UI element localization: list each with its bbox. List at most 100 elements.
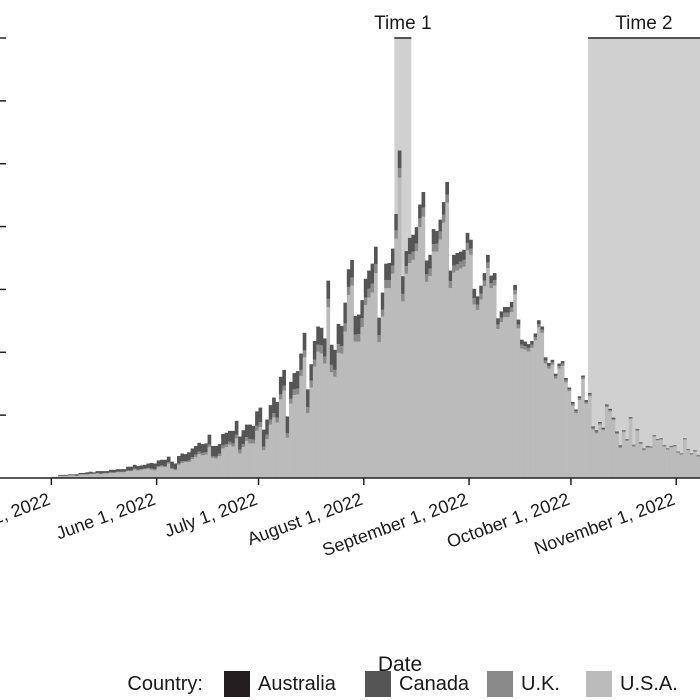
bar-segment-canada (676, 451, 680, 453)
bar-segment-canada (662, 445, 667, 446)
bar-segment-canada (333, 349, 337, 370)
bar-segment-canada (139, 465, 144, 470)
bar-segment-canada (177, 456, 181, 464)
bar-segment-uk (560, 363, 565, 367)
bar-segment-canada (438, 219, 443, 232)
bar-segment-uk (160, 465, 164, 467)
bar-segment-usa (302, 357, 307, 478)
bar-segment-canada (424, 260, 429, 275)
bar-segment-usa (299, 376, 303, 478)
bar-segment-uk (581, 377, 585, 380)
bar-segment-canada (686, 449, 691, 450)
bar-segment-uk (350, 277, 354, 286)
bar-segment-usa (105, 473, 110, 478)
bar-segment-canada (397, 150, 402, 169)
bar-segment-canada (306, 389, 310, 407)
bar-segment-usa (506, 317, 511, 478)
bar-segment-usa (326, 307, 331, 478)
bar-segment-usa (200, 455, 205, 478)
bar-segment-uk (343, 323, 348, 332)
bar-segment-usa (482, 286, 487, 478)
bar-segment-canada (543, 357, 548, 361)
bar-segment-usa (618, 447, 623, 478)
bar-segment-usa (85, 474, 90, 478)
bar-segment-canada (445, 181, 449, 195)
bar-segment-uk (462, 259, 466, 267)
bar-segment-usa (390, 273, 395, 478)
bar-segment-usa (632, 446, 636, 478)
bar-segment-canada (390, 248, 395, 266)
bar-segment-canada (312, 340, 317, 360)
bar-segment-usa (373, 273, 378, 478)
bar-segment-usa (251, 443, 256, 478)
bar-segment-canada (625, 439, 629, 440)
bar-segment-usa (628, 418, 633, 478)
bar-segment-canada (136, 466, 140, 470)
bar-segment-uk (564, 379, 568, 383)
legend-swatch-usa (586, 671, 612, 697)
bar-segment-usa (136, 470, 140, 478)
bar-segment-canada (506, 307, 511, 313)
bar-segment-canada (638, 442, 643, 443)
bar-segment-canada (68, 474, 73, 475)
bar-segment-usa (472, 304, 477, 478)
bar-segment-usa (662, 446, 667, 478)
bar-segment-usa (258, 427, 263, 478)
bar-segment-usa (316, 351, 320, 478)
bar-segment-uk (621, 430, 626, 433)
bar-segment-usa (312, 366, 317, 478)
bar-segment-canada (547, 362, 551, 367)
bar-segment-usa (496, 329, 500, 478)
bar-segment-usa (652, 436, 657, 478)
bar-segment-uk (75, 475, 79, 477)
bar-segment-canada (509, 302, 514, 308)
bar-segment-canada (193, 445, 198, 455)
bar-segment-canada (102, 471, 106, 473)
bar-segment-uk (183, 461, 188, 463)
bar-segment-uk (445, 194, 449, 203)
bar-segment-uk (268, 419, 273, 425)
bar-segment-usa (547, 368, 551, 478)
bar-segment-usa (615, 434, 619, 478)
legend-swatch-uk (487, 671, 513, 697)
bar-segment-uk (367, 288, 371, 298)
bar-segment-uk (666, 449, 670, 450)
bar-segment-usa (71, 475, 76, 478)
bar-segment-uk (323, 356, 327, 364)
bar-segment-uk (115, 471, 120, 473)
bar-segment-uk (98, 473, 103, 475)
bar-segment-uk (275, 417, 280, 423)
bar-segment-usa (689, 454, 694, 478)
bar-segment-canada (241, 430, 246, 445)
bar-segment-usa (550, 364, 555, 478)
bar-segment-uk (438, 231, 443, 240)
bar-segment-usa (686, 450, 691, 478)
bar-segment-canada (153, 463, 157, 470)
bar-segment-usa (452, 272, 456, 478)
bar-segment-uk (231, 443, 236, 447)
bar-segment-canada (170, 461, 174, 468)
bar-segment-canada (669, 445, 674, 447)
bar-segment-uk (455, 264, 460, 271)
bar-segment-canada (411, 234, 416, 252)
bar-segment-canada (587, 393, 592, 395)
bar-segment-canada (187, 452, 191, 461)
bar-segment-canada (71, 474, 76, 475)
bar-segment-usa (248, 443, 253, 478)
time-window-2 (587, 38, 700, 478)
bar-segment-usa (231, 446, 236, 478)
bar-segment-usa (238, 453, 242, 478)
bar-segment-canada (666, 448, 670, 450)
legend-swatch-australia (224, 671, 250, 697)
bar-segment-uk (71, 474, 76, 476)
bar-segment-uk (659, 439, 663, 440)
bar-segment-uk (190, 457, 195, 460)
bar-segment-usa (601, 430, 606, 478)
bar-segment-canada (649, 446, 653, 448)
bar-segment-uk (143, 468, 147, 470)
bar-segment-uk (506, 312, 511, 318)
bar-segment-canada (462, 249, 466, 260)
bar-segment-usa (214, 458, 219, 478)
bar-segment-usa (679, 454, 684, 478)
